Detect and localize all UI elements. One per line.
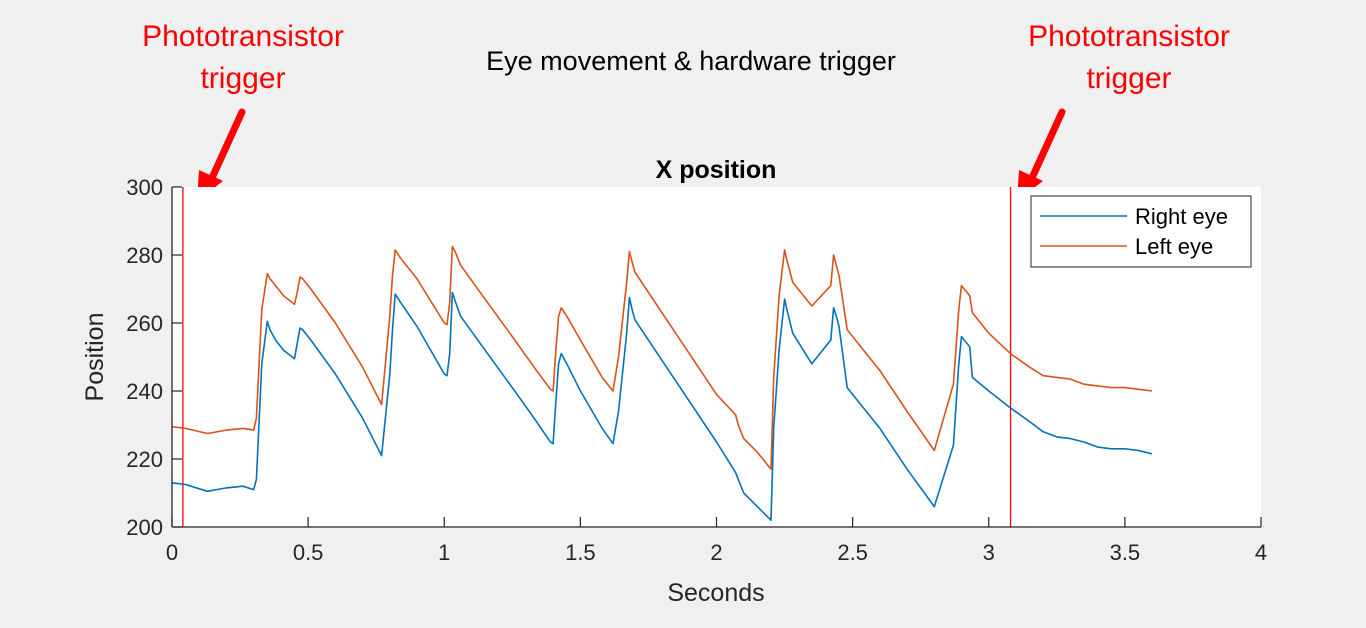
chart-title: X position [656, 156, 777, 184]
x-tick-label: 2.5 [837, 540, 868, 565]
data-series [172, 245, 1153, 522]
x-axis-label: Seconds [667, 579, 764, 607]
y-tick-label: 300 [126, 175, 163, 200]
x-tick-label: 2 [710, 540, 722, 565]
legend-label-right-eye: Right eye [1135, 204, 1228, 229]
x-tick-label: 1 [438, 540, 450, 565]
y-tick-label: 280 [126, 243, 163, 268]
legend: Right eye Left eye [1030, 195, 1252, 268]
legend-box [1030, 195, 1252, 268]
x-tick-label: 3.5 [1110, 540, 1141, 565]
callout-right-line1: Phototransistor [1028, 20, 1230, 53]
y-tick-label: 220 [126, 447, 163, 472]
x-ticks: 0 0.5 1 1.5 2 2.5 3 3.5 4 [166, 517, 1267, 565]
series-line-right-eye [172, 291, 1153, 522]
y-tick-label: 260 [126, 311, 163, 336]
callout-left-line2: trigger [200, 62, 285, 95]
x-tick-label: 0 [166, 540, 178, 565]
trigger-lines [182, 187, 1012, 527]
slide-heading: Eye movement & hardware trigger [486, 46, 896, 76]
x-tick-label: 3 [983, 540, 995, 565]
x-tick-label: 0.5 [293, 540, 324, 565]
y-axis-label: Position [81, 313, 109, 402]
y-ticks: 200 220 240 260 280 300 [126, 175, 182, 540]
callout-left: Phototransistor trigger [142, 20, 344, 201]
callout-right: Phototransistor trigger [1017, 20, 1230, 201]
y-tick-label: 200 [126, 515, 163, 540]
callout-left-line1: Phototransistor [142, 20, 344, 53]
y-tick-label: 240 [126, 379, 163, 404]
x-tick-label: 1.5 [565, 540, 596, 565]
legend-label-left-eye: Left eye [1135, 234, 1213, 259]
x-tick-label: 4 [1255, 540, 1267, 565]
series-line-left-eye [172, 245, 1153, 471]
callout-right-line2: trigger [1086, 62, 1171, 95]
